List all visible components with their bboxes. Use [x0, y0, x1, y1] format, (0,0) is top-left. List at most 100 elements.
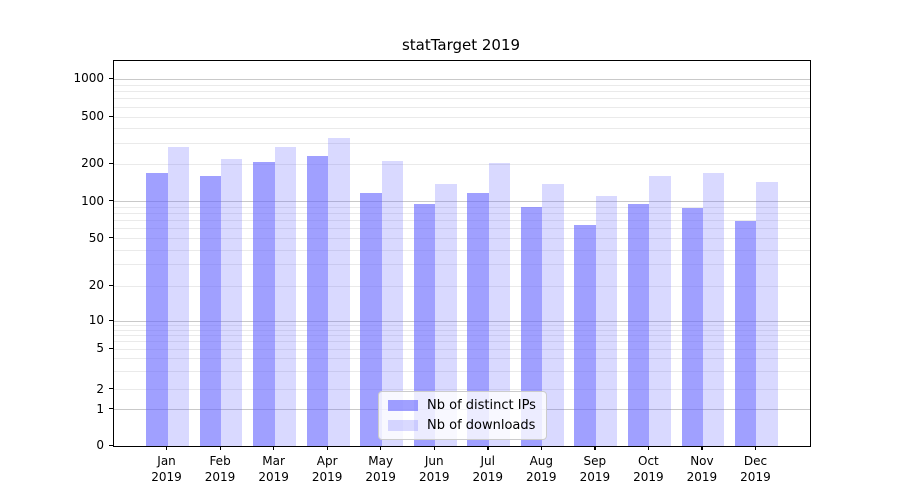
- y-tick-200: [109, 162, 113, 165]
- bar-distinct-ips-mar: [253, 161, 275, 446]
- legend-label-distinct-ips: Nb of distinct IPs: [427, 398, 536, 413]
- x-tick-month: Jul: [480, 454, 495, 468]
- y-tick-label-500: 500: [81, 109, 104, 123]
- x-tick-label-sep: Sep 2019: [563, 453, 627, 485]
- y-tick-label-2: 2: [96, 381, 104, 396]
- x-tick-jul: [487, 446, 489, 450]
- x-tick-month: May: [368, 454, 394, 468]
- y-tick-2: [109, 388, 113, 390]
- x-tick-month: Apr: [316, 454, 338, 468]
- x-tick-year: 2019: [204, 470, 236, 484]
- gridline-400: [114, 128, 810, 130]
- x-tick-label-jul: Jul 2019: [456, 453, 520, 485]
- gridline-300: [114, 142, 810, 144]
- x-tick-month: Oct: [638, 454, 659, 468]
- y-tick-0: [109, 444, 113, 446]
- gridline-600: [114, 106, 810, 108]
- gridline-1000: [114, 78, 810, 80]
- gridline-800: [114, 90, 810, 92]
- bar-downloads-sep: [595, 195, 618, 446]
- gridline-8: [114, 329, 810, 331]
- x-tick-label-nov: Nov 2019: [670, 453, 734, 485]
- x-tick-label-dec: Dec 2019: [723, 453, 787, 485]
- x-tick-may: [380, 446, 382, 450]
- bar-downloads-aug: [542, 183, 564, 446]
- x-tick-sep: [594, 446, 596, 450]
- bar-downloads-nov: [702, 173, 725, 446]
- gridline-80: [114, 213, 810, 215]
- x-tick-year: 2019: [258, 470, 289, 484]
- x-tick-jun: [433, 446, 436, 450]
- x-tick-year: 2019: [686, 470, 718, 484]
- y-tick-label-0: 0: [96, 438, 104, 452]
- bar-downloads-mar: [274, 147, 296, 446]
- legend-label-downloads: Nb of downloads: [427, 418, 536, 433]
- bar-distinct-ips-sep: [574, 224, 596, 446]
- y-tick-label-50: 50: [88, 230, 104, 245]
- y-tick-label-20: 20: [88, 278, 104, 292]
- bar-downloads-jan: [167, 147, 189, 446]
- x-tick-label-jan: Jan 2019: [135, 453, 199, 485]
- x-tick-month: Mar: [262, 454, 285, 468]
- plot-area: Nb of distinct IPs Nb of downloads: [113, 60, 811, 447]
- bar-downloads-dec: [756, 182, 778, 446]
- y-tick-label-5: 5: [96, 341, 104, 355]
- y-tick-50: [109, 237, 113, 239]
- y-tick-1000: [109, 77, 113, 80]
- bar-distinct-ips-dec: [735, 220, 757, 446]
- x-tick-month: Dec: [743, 454, 768, 468]
- x-tick-year: 2019: [526, 470, 557, 484]
- x-tick-label-jun: Jun 2019: [402, 453, 466, 485]
- x-tick-month: Feb: [209, 454, 231, 468]
- x-tick-month: Sep: [583, 454, 607, 468]
- bar-downloads-may: [381, 161, 404, 446]
- x-tick-dec: [754, 446, 757, 450]
- y-tick-label-100: 100: [81, 193, 104, 208]
- bar-distinct-ips-jun: [413, 203, 436, 446]
- x-tick-mar: [273, 446, 275, 450]
- x-tick-nov: [701, 446, 703, 450]
- gridline-3: [114, 371, 810, 373]
- gridline-100: [114, 201, 810, 203]
- bar-downloads-apr: [328, 138, 350, 446]
- gridline-10: [114, 320, 810, 322]
- gridline-200: [114, 163, 810, 165]
- y-tick-10: [109, 319, 113, 321]
- x-tick-year: 2019: [472, 470, 504, 484]
- chart-title: statTarget 2019: [401, 36, 521, 54]
- y-tick-20: [109, 284, 113, 286]
- x-tick-year: 2019: [365, 470, 396, 484]
- bar-distinct-ips-nov: [681, 207, 703, 446]
- x-tick-year: 2019: [740, 470, 771, 484]
- gridline-40: [114, 249, 810, 251]
- x-tick-month: Jun: [424, 454, 444, 468]
- y-tick-label-200: 200: [81, 156, 104, 171]
- x-tick-year: 2019: [633, 470, 664, 484]
- x-tick-month: Aug: [529, 454, 554, 468]
- gridline-50: [114, 238, 810, 239]
- gridline-5: [114, 348, 810, 350]
- y-tick-5: [109, 347, 113, 349]
- x-tick-month: Nov: [690, 454, 714, 468]
- bar-distinct-ips-apr: [306, 155, 329, 446]
- y-tick-label-1: 1: [96, 401, 104, 416]
- bar-downloads-jun: [435, 183, 457, 446]
- gridline-20: [114, 285, 810, 287]
- y-tick-1: [109, 408, 113, 410]
- gridline-70: [114, 220, 810, 222]
- gridline-90: [114, 206, 810, 208]
- bar-distinct-ips-aug: [520, 206, 543, 446]
- x-tick-label-mar: Mar 2019: [242, 453, 306, 485]
- x-tick-jan: [166, 446, 168, 450]
- x-tick-label-aug: Aug 2019: [509, 453, 573, 485]
- x-tick-aug: [540, 446, 543, 450]
- bar-downloads-jul: [488, 162, 511, 446]
- gridline-7: [114, 334, 810, 336]
- gridline-2: [114, 389, 810, 390]
- y-tick-label-1000: 1000: [73, 71, 104, 86]
- x-tick-year: 2019: [579, 470, 611, 484]
- legend-item-downloads: Nb of downloads: [388, 418, 536, 433]
- gridline-4: [114, 358, 810, 360]
- bar-downloads-feb: [221, 159, 243, 446]
